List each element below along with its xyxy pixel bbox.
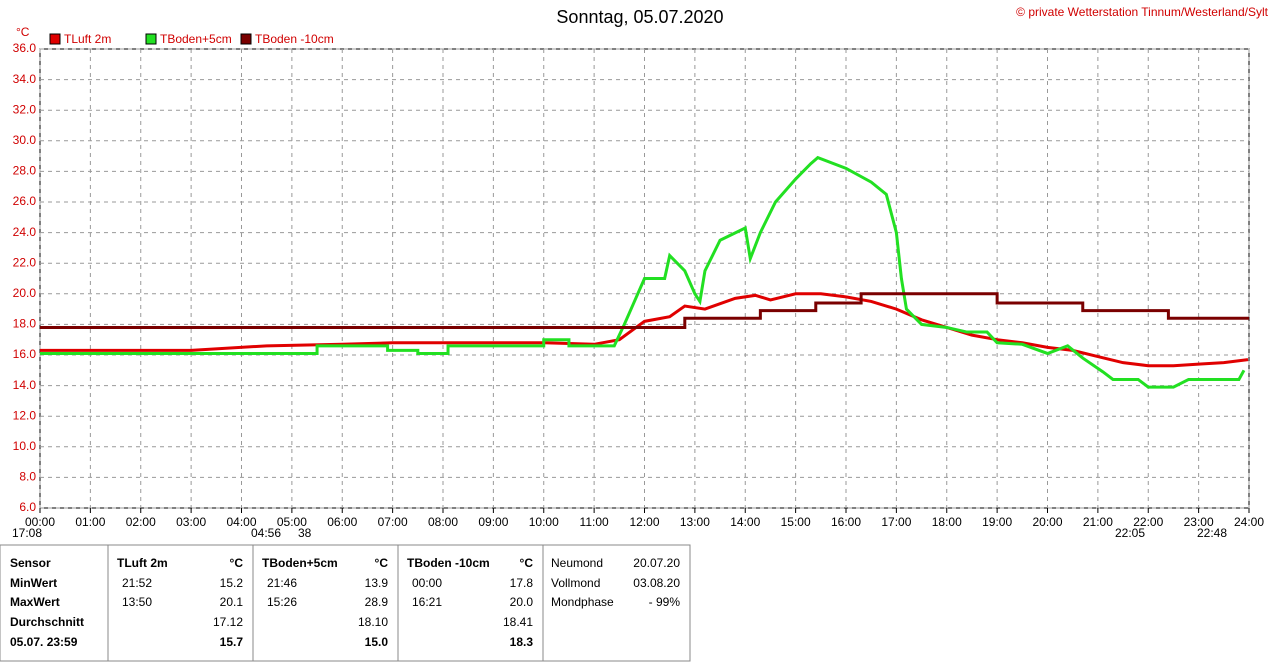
x-tick-label: 22:00 xyxy=(1133,515,1163,529)
moon-label: Vollmond xyxy=(551,576,600,590)
x-tick-label: 20:00 xyxy=(1032,515,1062,529)
x-tick-label: 00:00 xyxy=(25,515,55,529)
x-tick-label: 18:00 xyxy=(932,515,962,529)
table-cell: 15.2 xyxy=(220,576,244,590)
table-cell: MaxWert xyxy=(10,595,60,609)
x-tick-label: 05:00 xyxy=(277,515,307,529)
legend-label: TLuft 2m xyxy=(64,32,111,46)
x-tick-label: 16:00 xyxy=(831,515,861,529)
table-cell: 17.12 xyxy=(213,615,243,629)
table-cell: 18.41 xyxy=(503,615,533,629)
x-tick-label: 09:00 xyxy=(478,515,508,529)
table-cell: 15:26 xyxy=(267,595,297,609)
x-tick-label: 21:00 xyxy=(1083,515,1113,529)
x-tick-label: 19:00 xyxy=(982,515,1012,529)
table-cell: 18.3 xyxy=(510,635,534,649)
x-tick-label: 24:00 xyxy=(1234,515,1264,529)
x-tick-label: 07:00 xyxy=(378,515,408,529)
x-tick-label: 17:00 xyxy=(881,515,911,529)
table-header: °C xyxy=(375,556,389,570)
chart-title: Sonntag, 05.07.2020 xyxy=(556,7,723,27)
table-cell: 18.10 xyxy=(358,615,388,629)
y-tick-label: 6.0 xyxy=(19,500,36,514)
table-cell: MinWert xyxy=(10,576,57,590)
moon-label: Neumond xyxy=(551,556,603,570)
y-tick-label: 18.0 xyxy=(13,317,37,331)
x-tick-label: 04:00 xyxy=(226,515,256,529)
table-header: TBoden+5cm xyxy=(262,556,338,570)
y-tick-label: 10.0 xyxy=(13,439,37,453)
moon-value: - 99% xyxy=(649,595,681,609)
x-tick-label: 01:00 xyxy=(75,515,105,529)
table-cell: 00:00 xyxy=(412,576,442,590)
table-header: °C xyxy=(230,556,244,570)
x-tick-label: 06:00 xyxy=(327,515,357,529)
table-header: TLuft 2m xyxy=(117,556,168,570)
table-cell: 15.0 xyxy=(365,635,389,649)
legend-label: TBoden -10cm xyxy=(255,32,334,46)
y-tick-label: 20.0 xyxy=(13,286,37,300)
y-tick-label: 28.0 xyxy=(13,164,37,178)
x-tick-label: 08:00 xyxy=(428,515,458,529)
y-tick-label: 30.0 xyxy=(13,133,37,147)
annotation: 17:08 xyxy=(12,526,42,540)
x-tick-label: 14:00 xyxy=(730,515,760,529)
annotation: 22:05 xyxy=(1115,526,1145,540)
moon-label: Mondphase xyxy=(551,595,614,609)
copyright: © private Wetterstation Tinnum/Westerlan… xyxy=(1016,5,1269,19)
series-line xyxy=(40,292,1249,329)
table-cell: 13:50 xyxy=(122,595,152,609)
annotation: 22:48 xyxy=(1197,526,1227,540)
y-tick-label: 16.0 xyxy=(13,347,37,361)
y-tick-label: 8.0 xyxy=(19,470,36,484)
y-unit: °C xyxy=(16,25,30,39)
table-header: Sensor xyxy=(10,556,51,570)
legend-label: TBoden+5cm xyxy=(160,32,232,46)
table-cell: 17.8 xyxy=(510,576,534,590)
y-tick-label: 24.0 xyxy=(13,225,37,239)
series-line xyxy=(40,155,1246,389)
table-cell: 28.9 xyxy=(365,595,389,609)
y-tick-label: 12.0 xyxy=(13,408,37,422)
table-cell: Durchschnitt xyxy=(10,615,84,629)
legend-swatch xyxy=(145,33,157,45)
y-tick-label: 36.0 xyxy=(13,41,37,55)
table-cell: 20.1 xyxy=(220,595,244,609)
table-cell: 21:46 xyxy=(267,576,297,590)
x-tick-label: 03:00 xyxy=(176,515,206,529)
y-tick-label: 34.0 xyxy=(13,72,37,86)
table-header: °C xyxy=(520,556,534,570)
table-cell: 16:21 xyxy=(412,595,442,609)
x-tick-label: 15:00 xyxy=(781,515,811,529)
x-tick-label: 11:00 xyxy=(580,515,609,529)
y-tick-label: 14.0 xyxy=(13,378,37,392)
table-cell: 21:52 xyxy=(122,576,152,590)
x-tick-label: 10:00 xyxy=(529,515,559,529)
moon-value: 03.08.20 xyxy=(633,576,680,590)
x-tick-label: 02:00 xyxy=(126,515,156,529)
table-cell: 20.0 xyxy=(510,595,534,609)
x-tick-label: 12:00 xyxy=(629,515,659,529)
legend-swatch xyxy=(240,33,252,45)
table-cell: 15.7 xyxy=(220,635,244,649)
table-cell: 13.9 xyxy=(365,576,389,590)
annotation: 38 xyxy=(298,526,312,540)
legend-swatch xyxy=(49,33,61,45)
x-tick-label: 23:00 xyxy=(1184,515,1214,529)
moon-value: 20.07.20 xyxy=(633,556,680,570)
x-tick-label: 13:00 xyxy=(680,515,710,529)
y-tick-label: 22.0 xyxy=(13,255,37,269)
y-tick-label: 26.0 xyxy=(13,194,37,208)
y-tick-label: 32.0 xyxy=(13,102,37,116)
table-frame xyxy=(0,544,691,662)
table-header: TBoden -10cm xyxy=(407,556,490,570)
table-cell: 05.07. 23:59 xyxy=(10,635,78,649)
annotation: 04:56 xyxy=(251,526,281,540)
